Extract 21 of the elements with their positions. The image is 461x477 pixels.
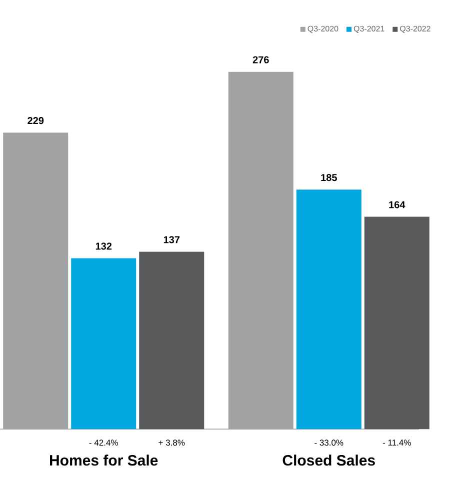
data-label: 164 bbox=[389, 201, 406, 208]
text: - 11.4% bbox=[382, 440, 411, 446]
data-label: 137 bbox=[164, 236, 180, 244]
data-label: 132 bbox=[96, 242, 112, 250]
bar bbox=[139, 252, 204, 430]
data-label: 229 bbox=[28, 117, 44, 124]
legend-label: Q3-2022 bbox=[400, 26, 430, 33]
bar bbox=[364, 216, 430, 430]
bar bbox=[296, 190, 362, 430]
x-tick-label: Closed Sales bbox=[282, 454, 375, 466]
legend-label: Q3-2020 bbox=[308, 26, 338, 33]
data-label: 185 bbox=[321, 174, 337, 182]
data-label: 276 bbox=[252, 56, 269, 64]
legend-label: Q3-2021 bbox=[354, 26, 384, 33]
bar bbox=[3, 132, 68, 430]
text: + 3.8% bbox=[158, 440, 185, 446]
bar bbox=[228, 72, 294, 430]
bar bbox=[71, 258, 136, 430]
x-tick-label: Homes for Sale bbox=[50, 454, 158, 466]
text: - 33.0% bbox=[314, 440, 344, 446]
text: - 42.4% bbox=[89, 440, 118, 446]
